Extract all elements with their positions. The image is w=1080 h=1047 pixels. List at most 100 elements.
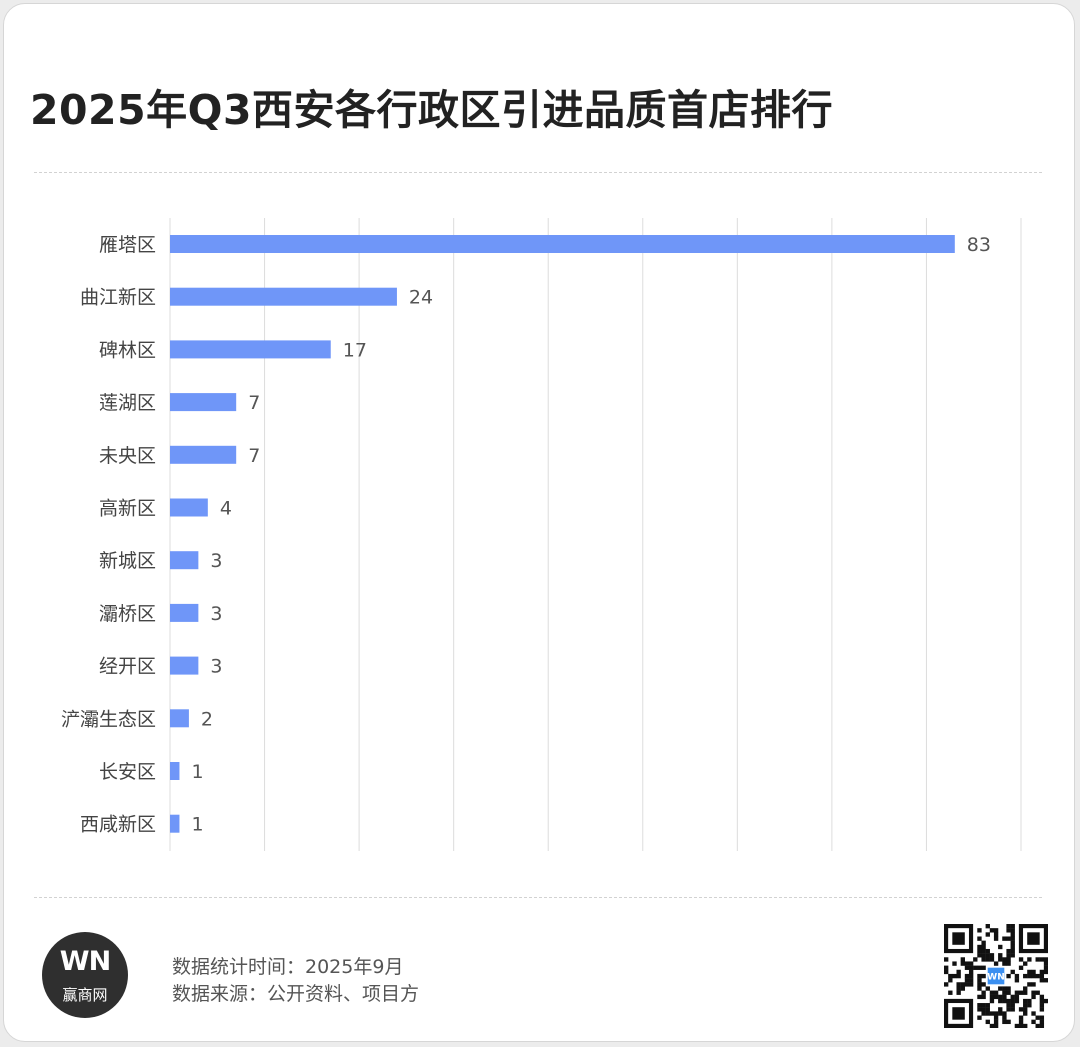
category-label: 西咸新区	[80, 814, 156, 836]
qr-module	[968, 982, 974, 987]
category-label: 灞桥区	[99, 603, 156, 625]
qr-module	[1014, 973, 1020, 979]
qr-center-text: WN	[987, 973, 1004, 983]
qr-module	[977, 986, 982, 991]
qr-module	[981, 940, 986, 945]
value-label: 83	[967, 234, 991, 256]
category-label: 雁塔区	[99, 234, 156, 256]
qr-module	[944, 965, 949, 970]
qr-module	[993, 1015, 999, 1020]
bar	[170, 814, 180, 833]
qr-module	[977, 1003, 982, 1008]
qr-module	[956, 990, 961, 995]
qr-module	[1031, 969, 1036, 975]
qr-module	[1014, 990, 1020, 995]
qr-module	[1014, 1023, 1020, 1028]
value-label: 24	[409, 287, 433, 309]
qr-module	[1027, 957, 1032, 962]
qr-module	[956, 969, 961, 975]
qr-module	[977, 973, 982, 979]
qr-module	[1031, 990, 1036, 995]
qr-module	[1010, 948, 1015, 954]
qr-module	[1010, 932, 1015, 937]
qr-module	[1027, 998, 1032, 1004]
qr-module	[985, 957, 990, 962]
qr-module	[944, 957, 949, 962]
qr-module	[998, 998, 1003, 1004]
value-label: 1	[191, 814, 203, 836]
qr-module	[1023, 998, 1028, 1004]
qr-module	[960, 961, 965, 966]
qr-module	[985, 1003, 990, 1008]
qr-module	[1018, 957, 1024, 962]
qr-module	[1023, 986, 1028, 991]
qr-module	[1039, 1007, 1045, 1012]
qr-module	[981, 982, 986, 987]
qr-module	[981, 944, 986, 950]
qr-code: WN	[944, 924, 1048, 1028]
qr-module	[985, 1011, 990, 1016]
qr-module	[977, 928, 982, 933]
qr-module	[998, 957, 1003, 962]
qr-module	[1014, 998, 1020, 1004]
qr-module	[989, 990, 995, 995]
category-label: 浐灞生态区	[61, 708, 156, 730]
qr-module	[964, 973, 970, 979]
qr-module	[1006, 1007, 1011, 1012]
qr-module	[1010, 998, 1015, 1004]
qr-module	[1006, 973, 1011, 979]
qr-module	[1010, 953, 1015, 958]
qr-module	[998, 1011, 1003, 1016]
qr-module	[993, 932, 999, 937]
qr-module	[985, 986, 990, 991]
qr-module	[1031, 973, 1036, 979]
qr-module	[964, 965, 970, 970]
qr-module	[1027, 1003, 1032, 1008]
qr-module	[1002, 990, 1007, 995]
qr-module	[964, 961, 970, 966]
qr-module	[993, 1011, 999, 1016]
qr-module	[956, 986, 961, 991]
bar	[170, 603, 199, 622]
category-label: 未央区	[99, 445, 156, 467]
category-label: 曲江新区	[80, 287, 156, 309]
bar	[170, 656, 199, 675]
qr-module	[1043, 978, 1048, 983]
qr-module	[1010, 924, 1015, 929]
qr-module	[1006, 990, 1011, 995]
qr-module	[981, 994, 986, 1000]
qr-module	[1006, 1003, 1011, 1008]
qr-module	[1027, 969, 1032, 975]
value-label: 1	[191, 761, 203, 783]
qr-module	[1039, 1023, 1045, 1028]
qr-module	[1039, 1003, 1045, 1008]
qr-module	[1018, 990, 1024, 995]
qr-module	[977, 944, 982, 950]
qr-module	[1010, 928, 1015, 933]
qr-module	[1035, 1015, 1040, 1020]
qr-module	[981, 965, 986, 970]
qr-module	[956, 973, 961, 979]
qr-module	[1002, 998, 1007, 1004]
qr-module	[968, 978, 974, 983]
qr-module	[1039, 973, 1045, 979]
qr-module	[1010, 1003, 1015, 1008]
qr-module	[1018, 1019, 1024, 1025]
category-label: 碑林区	[99, 339, 156, 361]
qr-module	[1035, 1023, 1040, 1028]
qr-module	[981, 990, 986, 995]
data-date-note: 数据统计时间：2025年9月	[172, 956, 404, 978]
qr-module	[1035, 990, 1040, 995]
qr-module	[1018, 965, 1024, 970]
category-label: 经开区	[99, 656, 156, 678]
qr-module	[977, 978, 982, 983]
qr-module	[977, 1007, 982, 1012]
qr-module	[993, 1019, 999, 1025]
category-label: 新城区	[99, 550, 156, 572]
qr-finder	[952, 932, 965, 945]
qr-module	[993, 928, 999, 933]
qr-module	[1039, 998, 1045, 1004]
qr-module	[993, 936, 999, 941]
qr-module	[1006, 928, 1011, 933]
qr-module	[998, 1007, 1003, 1012]
